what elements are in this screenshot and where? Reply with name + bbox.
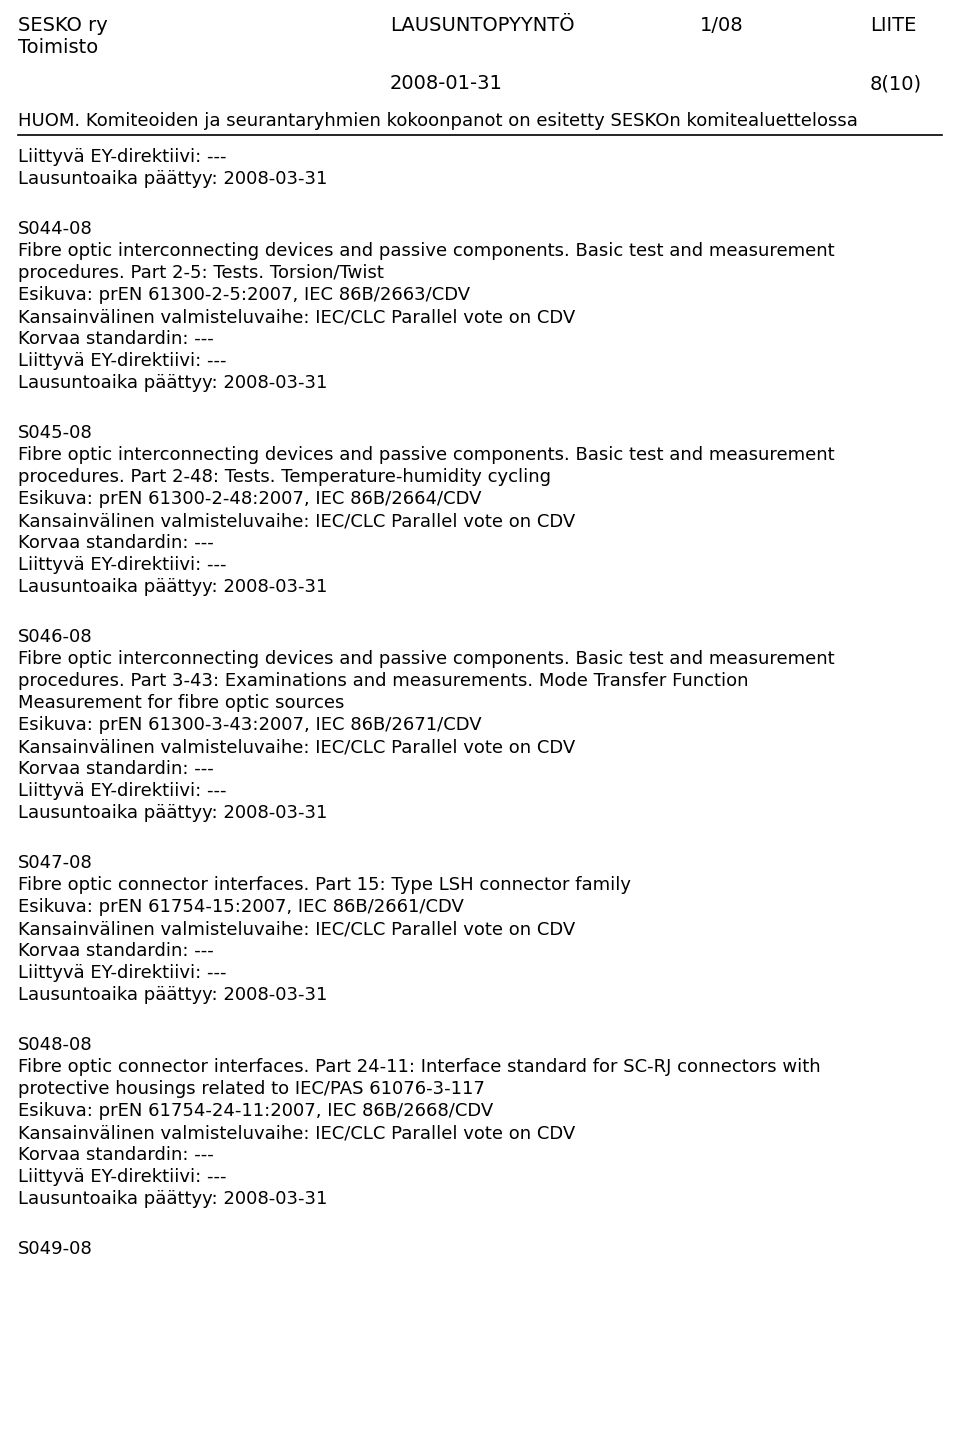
Text: S047-08: S047-08: [18, 855, 93, 872]
Text: Fibre optic interconnecting devices and passive components. Basic test and measu: Fibre optic interconnecting devices and …: [18, 649, 834, 668]
Text: Lausuntoaika päättyy: 2008-03-31: Lausuntoaika päättyy: 2008-03-31: [18, 804, 327, 823]
Text: Kansainvälinen valmisteluvaihe: IEC/CLC Parallel vote on CDV: Kansainvälinen valmisteluvaihe: IEC/CLC …: [18, 513, 575, 530]
Text: Liittyvä EY-direktiivi: ---: Liittyvä EY-direktiivi: ---: [18, 556, 227, 574]
Text: Esikuva: prEN 61300-3-43:2007, IEC 86B/2671/CDV: Esikuva: prEN 61300-3-43:2007, IEC 86B/2…: [18, 716, 482, 734]
Text: procedures. Part 2-5: Tests. Torsion/Twist: procedures. Part 2-5: Tests. Torsion/Twi…: [18, 264, 384, 282]
Text: Toimisto: Toimisto: [18, 38, 98, 57]
Text: Esikuva: prEN 61754-15:2007, IEC 86B/2661/CDV: Esikuva: prEN 61754-15:2007, IEC 86B/266…: [18, 898, 464, 916]
Text: Liittyvä EY-direktiivi: ---: Liittyvä EY-direktiivi: ---: [18, 352, 227, 370]
Text: Lausuntoaika päättyy: 2008-03-31: Lausuntoaika päättyy: 2008-03-31: [18, 170, 327, 188]
Text: 2008-01-31: 2008-01-31: [390, 74, 503, 93]
Text: Esikuva: prEN 61300-2-48:2007, IEC 86B/2664/CDV: Esikuva: prEN 61300-2-48:2007, IEC 86B/2…: [18, 491, 482, 508]
Text: Esikuva: prEN 61754-24-11:2007, IEC 86B/2668/CDV: Esikuva: prEN 61754-24-11:2007, IEC 86B/…: [18, 1102, 493, 1120]
Text: S049-08: S049-08: [18, 1241, 93, 1258]
Text: Fibre optic interconnecting devices and passive components. Basic test and measu: Fibre optic interconnecting devices and …: [18, 446, 834, 464]
Text: Korvaa standardin: ---: Korvaa standardin: ---: [18, 331, 214, 348]
Text: Kansainvälinen valmisteluvaihe: IEC/CLC Parallel vote on CDV: Kansainvälinen valmisteluvaihe: IEC/CLC …: [18, 309, 575, 326]
Text: Fibre optic connector interfaces. Part 24-11: Interface standard for SC-RJ conne: Fibre optic connector interfaces. Part 2…: [18, 1059, 821, 1076]
Text: Lausuntoaika päättyy: 2008-03-31: Lausuntoaika päättyy: 2008-03-31: [18, 578, 327, 596]
Text: S045-08: S045-08: [18, 424, 93, 443]
Text: 8(10): 8(10): [870, 74, 923, 93]
Text: Kansainvälinen valmisteluvaihe: IEC/CLC Parallel vote on CDV: Kansainvälinen valmisteluvaihe: IEC/CLC …: [18, 920, 575, 938]
Text: Liittyvä EY-direktiivi: ---: Liittyvä EY-direktiivi: ---: [18, 782, 227, 799]
Text: 1/08: 1/08: [700, 16, 744, 35]
Text: procedures. Part 3-43: Examinations and measurements. Mode Transfer Function: procedures. Part 3-43: Examinations and …: [18, 673, 749, 690]
Text: Korvaa standardin: ---: Korvaa standardin: ---: [18, 942, 214, 960]
Text: Korvaa standardin: ---: Korvaa standardin: ---: [18, 1146, 214, 1163]
Text: Kansainvälinen valmisteluvaihe: IEC/CLC Parallel vote on CDV: Kansainvälinen valmisteluvaihe: IEC/CLC …: [18, 738, 575, 756]
Text: S046-08: S046-08: [18, 628, 92, 646]
Text: S044-08: S044-08: [18, 220, 93, 237]
Text: Fibre optic connector interfaces. Part 15: Type LSH connector family: Fibre optic connector interfaces. Part 1…: [18, 877, 631, 894]
Text: HUOM. Komiteoiden ja seurantaryhmien kokoonpanot on esitetty SESKOn komitealuett: HUOM. Komiteoiden ja seurantaryhmien kok…: [18, 112, 858, 130]
Text: Esikuva: prEN 61300-2-5:2007, IEC 86B/2663/CDV: Esikuva: prEN 61300-2-5:2007, IEC 86B/26…: [18, 285, 470, 304]
Text: Lausuntoaika päättyy: 2008-03-31: Lausuntoaika päättyy: 2008-03-31: [18, 1190, 327, 1208]
Text: LIITE: LIITE: [870, 16, 917, 35]
Text: Liittyvä EY-direktiivi: ---: Liittyvä EY-direktiivi: ---: [18, 964, 227, 981]
Text: SESKO ry: SESKO ry: [18, 16, 108, 35]
Text: Korvaa standardin: ---: Korvaa standardin: ---: [18, 760, 214, 778]
Text: S048-08: S048-08: [18, 1037, 92, 1054]
Text: Measurement for fibre optic sources: Measurement for fibre optic sources: [18, 695, 345, 712]
Text: Kansainvälinen valmisteluvaihe: IEC/CLC Parallel vote on CDV: Kansainvälinen valmisteluvaihe: IEC/CLC …: [18, 1124, 575, 1142]
Text: Korvaa standardin: ---: Korvaa standardin: ---: [18, 534, 214, 552]
Text: Fibre optic interconnecting devices and passive components. Basic test and measu: Fibre optic interconnecting devices and …: [18, 242, 834, 261]
Text: Liittyvä EY-direktiivi: ---: Liittyvä EY-direktiivi: ---: [18, 1168, 227, 1187]
Text: protective housings related to IEC/PAS 61076-3-117: protective housings related to IEC/PAS 6…: [18, 1080, 485, 1098]
Text: Lausuntoaika päättyy: 2008-03-31: Lausuntoaika päättyy: 2008-03-31: [18, 986, 327, 1005]
Text: Liittyvä EY-direktiivi: ---: Liittyvä EY-direktiivi: ---: [18, 149, 227, 166]
Text: procedures. Part 2-48: Tests. Temperature-humidity cycling: procedures. Part 2-48: Tests. Temperatur…: [18, 467, 551, 486]
Text: Lausuntoaika päättyy: 2008-03-31: Lausuntoaika päättyy: 2008-03-31: [18, 374, 327, 392]
Text: LAUSUNTOPYYNTÖ: LAUSUNTOPYYNTÖ: [390, 16, 575, 35]
